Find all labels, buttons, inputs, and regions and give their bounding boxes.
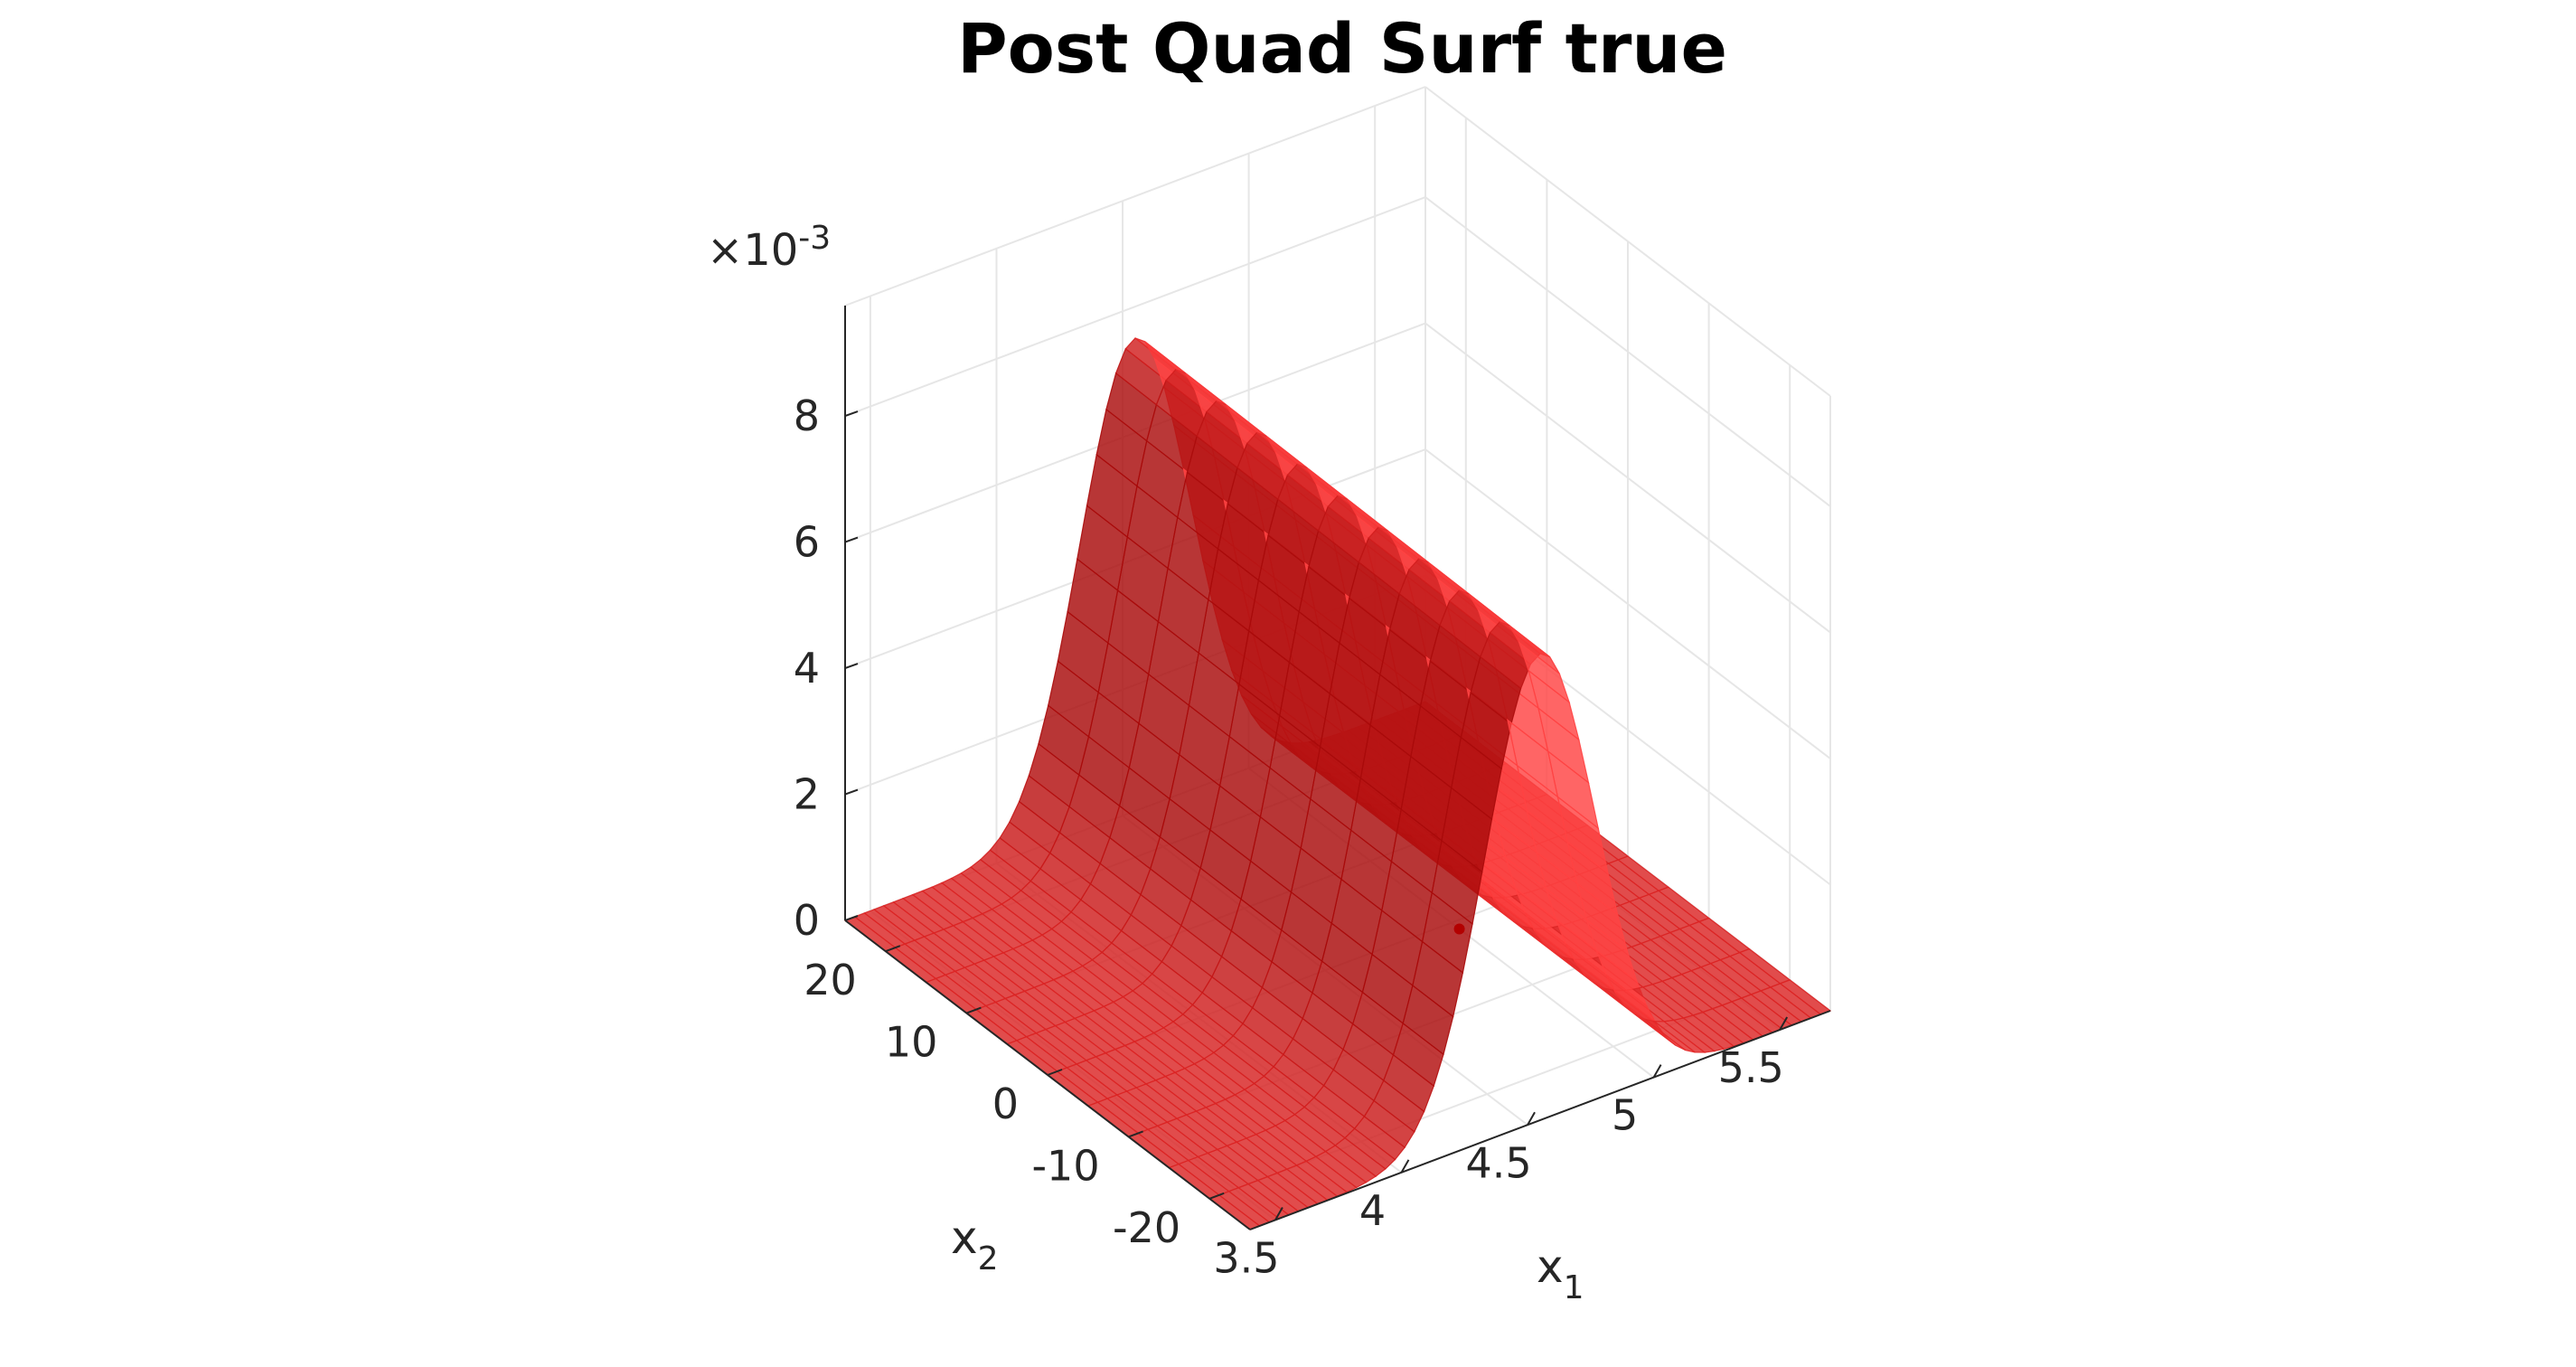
x2-tick-mark (885, 945, 901, 953)
sidewall-gridline-z (1424, 448, 1831, 759)
z-tick-label: 2 (794, 770, 820, 819)
y-axis-label: x2 (951, 1211, 999, 1277)
x2-tick-label: -20 (1113, 1203, 1180, 1252)
x2-tick-label: 0 (992, 1079, 1019, 1128)
x2-tick-label: 10 (885, 1018, 938, 1067)
x2-tick-mark (1208, 1192, 1225, 1200)
x1-tick-mark (1652, 1064, 1662, 1079)
box-edge (1424, 86, 1831, 397)
x1-tick-label: 4.5 (1465, 1138, 1531, 1187)
x1-tick-label: 4 (1359, 1186, 1386, 1235)
z-tick-mark (844, 410, 859, 417)
sidewall-gridline-z (1424, 322, 1831, 634)
data-marker (1453, 923, 1465, 935)
chart-title: Post Quad Surf true (957, 8, 1727, 89)
z-tick-label: 4 (794, 644, 820, 693)
x1-tick-mark (1400, 1159, 1410, 1174)
axes-layer (844, 306, 1831, 1230)
x2-tick-label: 20 (804, 956, 857, 1004)
x2-tick-mark (1047, 1069, 1063, 1076)
x1-tick-mark (1527, 1111, 1536, 1126)
x1-tick-mark (1274, 1206, 1283, 1221)
surface-layer (843, 337, 1832, 1230)
x-tick-labels: 3.5 4 4.5 5 5.5 (1213, 1043, 1783, 1282)
x1-tick-label: 5 (1612, 1091, 1638, 1140)
z-tick-label: 8 (794, 391, 820, 440)
backwall-gridline-z (844, 196, 1426, 417)
z-tick-mark (844, 915, 859, 921)
z-axis-multiplier: ×10-3 (707, 220, 831, 276)
y-tick-labels: -20 -100 10 20 (804, 956, 1180, 1252)
x1-tick-label: 5.5 (1718, 1043, 1784, 1092)
z-tick-mark (844, 788, 859, 796)
sidewall-gridline-z (1424, 196, 1831, 507)
x2-tick-mark (1128, 1130, 1143, 1138)
x2-tick-mark (966, 1006, 982, 1014)
x1-tick-mark (1779, 1016, 1789, 1031)
z-tick-mark (844, 536, 859, 543)
x1-tick-label: 3.5 (1213, 1233, 1279, 1282)
z-tick-label: 6 (794, 518, 820, 567)
z-tick-mark (844, 663, 859, 669)
x-axis-label: x1 (1537, 1240, 1584, 1306)
z-tick-labels: 0 2 4 6 8 (794, 391, 820, 945)
x1-axis-line (1249, 1010, 1831, 1230)
z-tick-label: 0 (794, 896, 820, 945)
x2-tick-label: -10 (1031, 1141, 1099, 1190)
box-edge (844, 86, 1426, 306)
